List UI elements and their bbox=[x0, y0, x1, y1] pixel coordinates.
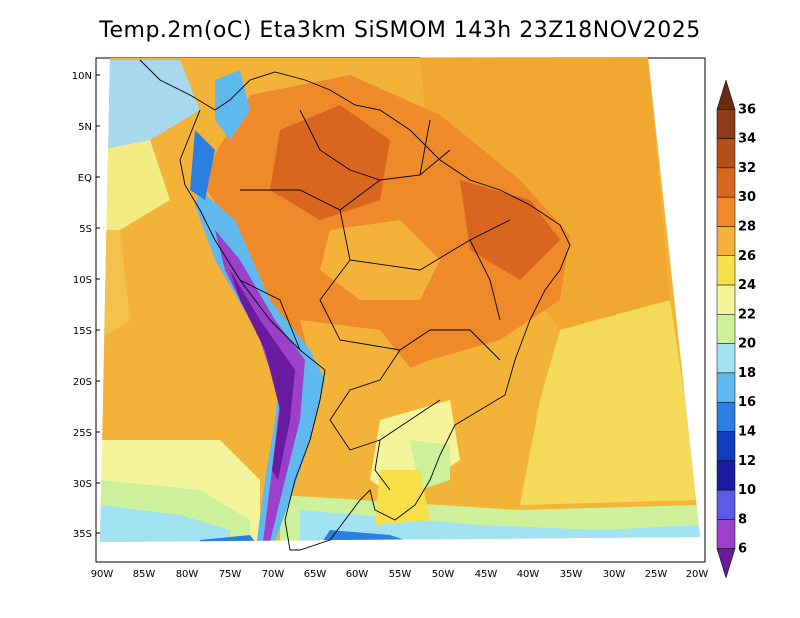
colorbar-swatch bbox=[716, 167, 736, 198]
colorbar-label: 26 bbox=[738, 249, 756, 264]
colorbar-label: 32 bbox=[738, 161, 756, 176]
x-tick-label: 25W bbox=[645, 569, 668, 580]
temperature-field bbox=[100, 57, 700, 542]
colorbar-label: 6 bbox=[738, 542, 747, 557]
colorbar-label: 10 bbox=[738, 483, 756, 498]
colorbar-label: 12 bbox=[738, 454, 756, 469]
colorbar-swatch bbox=[716, 343, 736, 374]
x-tick-label: 35W bbox=[560, 569, 583, 580]
colorbar-swatch bbox=[716, 255, 736, 286]
y-tick-label: 10N bbox=[72, 71, 92, 82]
colorbar-swatch bbox=[716, 314, 736, 344]
colorbar-label: 18 bbox=[738, 366, 756, 381]
colorbar-swatch bbox=[716, 79, 736, 110]
y-tick-label: 25S bbox=[73, 428, 92, 439]
colorbar-swatch bbox=[716, 401, 736, 432]
political-boundaries bbox=[139, 59, 571, 551]
x-tick-label: 30W bbox=[603, 569, 626, 580]
x-tick-label: 50W bbox=[432, 569, 455, 580]
y-tick-label: 5S bbox=[79, 224, 92, 235]
colorbar-label: 24 bbox=[738, 278, 756, 293]
x-tick-label: 40W bbox=[517, 569, 540, 580]
y-tick-label: 5N bbox=[78, 122, 92, 133]
colorbar-label: 22 bbox=[738, 307, 756, 322]
colorbar-label: 30 bbox=[738, 190, 756, 205]
y-tick-label: 15S bbox=[73, 326, 92, 337]
x-tick-label: 45W bbox=[475, 569, 498, 580]
colorbar: 36 34 32 30 28 26 24 22 20 18 16 14 12 10 8 6 bbox=[716, 79, 756, 579]
colorbar-swatch bbox=[716, 138, 736, 169]
y-tick-label: 35S bbox=[73, 529, 92, 540]
x-tick-label: 60W bbox=[346, 569, 369, 580]
colorbar-swatch bbox=[716, 519, 736, 549]
colorbar-label: 8 bbox=[738, 512, 747, 527]
x-tick-label: 20W bbox=[686, 569, 709, 580]
colorbar-swatch bbox=[716, 372, 736, 403]
x-tick-label: 55W bbox=[389, 569, 412, 580]
x-tick-label: 65W bbox=[304, 569, 327, 580]
colorbar-swatch bbox=[716, 284, 736, 315]
x-tick-label: 80W bbox=[176, 569, 199, 580]
colorbar-label: 34 bbox=[738, 132, 756, 147]
colorbar-swatch bbox=[716, 489, 736, 520]
x-tick-label: 85W bbox=[133, 569, 156, 580]
colorbar-label: 20 bbox=[738, 337, 756, 352]
y-tick-label: 20S bbox=[73, 377, 92, 388]
colorbar-swatch bbox=[716, 226, 736, 257]
y-tick-label: 10S bbox=[73, 275, 92, 286]
x-tick-label: 90W bbox=[91, 569, 114, 580]
colorbar-swatch bbox=[716, 460, 736, 491]
colorbar-swatch bbox=[716, 109, 736, 139]
y-tick-label: EQ bbox=[78, 173, 92, 184]
colorbar-label: 36 bbox=[738, 102, 756, 117]
x-tick-label: 75W bbox=[219, 569, 242, 580]
colorbar-swatch bbox=[716, 431, 736, 462]
map-title: Temp.2m(oC) Eta3km SiSMOM 143h 23Z18NOV2… bbox=[99, 18, 701, 43]
colorbar-label: 14 bbox=[738, 425, 756, 440]
y-axis: 10N 5N EQ 5S 10S 15S 20S 25S 30S 35S bbox=[72, 71, 100, 540]
colorbar-swatch bbox=[716, 548, 736, 579]
y-tick-label: 30S bbox=[73, 479, 92, 490]
x-axis: 90W 85W 80W 75W 70W 65W 60W 55W 50W 45W … bbox=[91, 569, 709, 580]
colorbar-label: 16 bbox=[738, 395, 756, 410]
colorbar-swatch bbox=[716, 196, 736, 227]
x-tick-label: 70W bbox=[262, 569, 285, 580]
colorbar-label: 28 bbox=[738, 219, 756, 234]
